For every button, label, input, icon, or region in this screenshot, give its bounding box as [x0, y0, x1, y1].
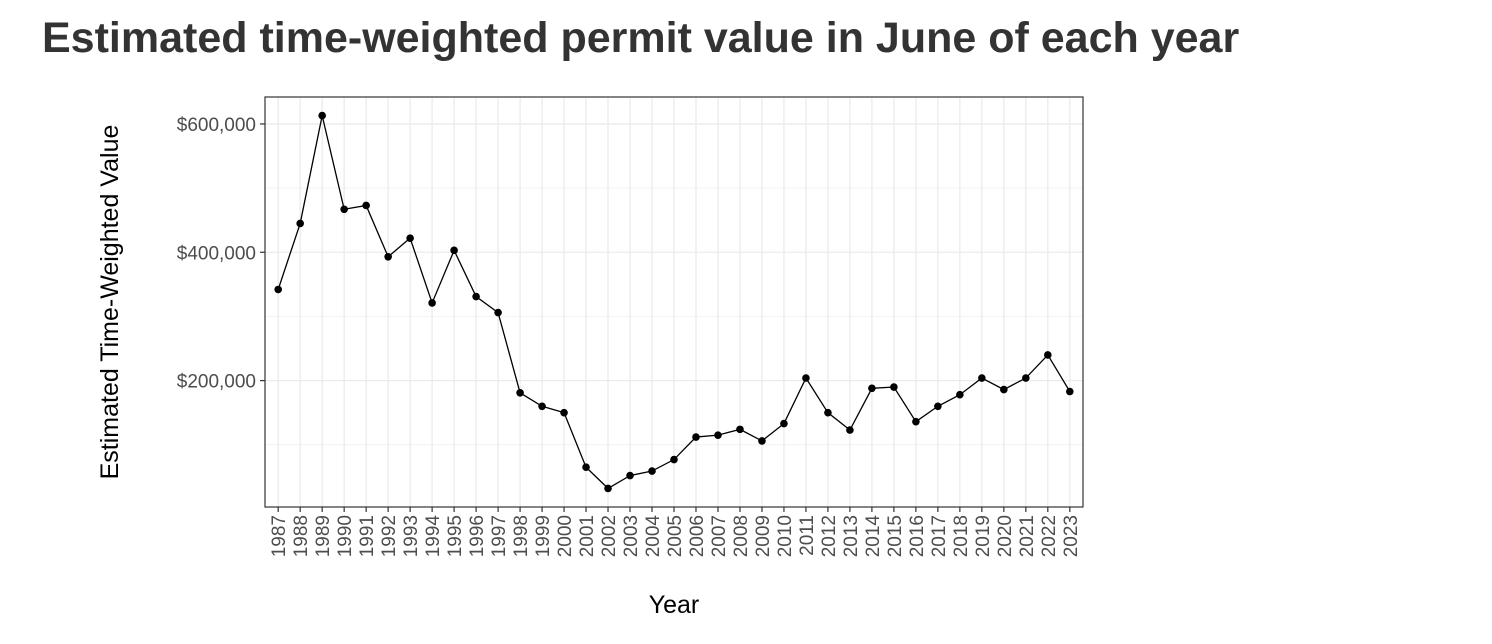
x-tick-label: 1995: [445, 515, 466, 557]
data-point: [758, 437, 766, 445]
x-tick-label: 2018: [951, 515, 972, 557]
x-tick-label: 2015: [885, 515, 906, 557]
data-point: [780, 419, 788, 428]
data-point: [846, 426, 854, 434]
x-tick-label: 2014: [863, 515, 884, 558]
data-point: [1044, 351, 1052, 359]
x-tick-label: 1997: [489, 515, 510, 557]
x-tick-label: 2017: [929, 515, 950, 557]
data-point: [1000, 385, 1008, 394]
data-point: [978, 374, 986, 382]
data-point: [538, 402, 546, 411]
x-tick-label: 2016: [907, 515, 928, 557]
data-point: [406, 234, 414, 242]
data-point: [1022, 374, 1030, 382]
x-tick-label: 2010: [775, 515, 796, 557]
axes: $200,000 $400,000 $600,000 1987 1988 1989 1990…: [177, 115, 1082, 557]
x-tick-label: 2002: [599, 515, 620, 557]
data-point: [1066, 387, 1074, 396]
x-tick-label: 1994: [423, 515, 444, 558]
x-tick-label: 1999: [533, 515, 554, 557]
x-tick-label: 2013: [841, 515, 862, 557]
data-point: [384, 252, 392, 261]
gridlines: [265, 97, 1083, 507]
data-point: [494, 308, 502, 317]
x-tick-label: 1993: [401, 515, 422, 557]
x-tick-label: 2022: [1039, 515, 1060, 557]
data-point: [340, 205, 348, 214]
data-point: [692, 433, 700, 441]
data-points: [274, 111, 1074, 493]
x-tick-label: 2009: [753, 515, 774, 557]
x-tick-label: 2020: [995, 515, 1016, 557]
x-tick-label: 1987: [269, 515, 290, 557]
y-tick-label: $600,000: [177, 115, 256, 136]
data-point: [912, 417, 920, 426]
chart-title: Estimated time-weighted permit value in …: [42, 14, 1240, 62]
x-tick-label: 1992: [379, 515, 400, 557]
data-point: [516, 388, 524, 397]
data-point: [428, 299, 436, 307]
x-tick-label: 2004: [643, 515, 664, 558]
data-point: [670, 455, 678, 464]
y-tick-label: $200,000: [177, 372, 256, 393]
x-tick-label: 2006: [687, 515, 708, 557]
x-tick-label: 2011: [797, 515, 818, 556]
x-tick-label: 1988: [291, 515, 312, 557]
data-point: [560, 408, 568, 417]
y-axis-title: Estimated Time-Weighted Value: [96, 125, 124, 480]
data-point: [802, 374, 810, 382]
data-point: [626, 471, 634, 480]
data-point: [648, 467, 656, 475]
x-axis-title: Year: [649, 591, 700, 619]
data-point: [472, 292, 480, 301]
data-point: [582, 463, 590, 472]
data-point: [450, 246, 458, 255]
x-tick-label: 2023: [1061, 515, 1082, 557]
data-point: [736, 425, 744, 434]
data-point: [296, 219, 304, 228]
data-point: [318, 111, 326, 120]
x-tick-label: 1991: [357, 515, 378, 557]
y-tick-label: $400,000: [177, 243, 256, 264]
x-tick-label: 2005: [665, 515, 686, 557]
x-tick-label: 2000: [555, 515, 576, 557]
data-point: [956, 390, 964, 399]
data-point: [868, 384, 876, 393]
x-tick-label: 2019: [973, 515, 994, 557]
data-point: [824, 408, 832, 417]
x-tick-label: 1998: [511, 515, 532, 557]
data-point: [714, 431, 722, 439]
data-point: [890, 383, 898, 391]
data-point: [362, 201, 370, 210]
data-point: [934, 402, 942, 411]
x-tick-label: 2012: [819, 515, 840, 557]
x-tick-label: 1989: [313, 515, 334, 557]
data-point: [274, 285, 282, 294]
x-tick-label: 2021: [1017, 515, 1038, 557]
data-point: [604, 484, 612, 493]
x-tick-label: 2008: [731, 515, 752, 557]
x-tick-label: 1996: [467, 515, 488, 557]
x-tick-label: 2007: [709, 515, 730, 557]
x-tick-label: 1990: [335, 515, 356, 557]
x-tick-label: 2003: [621, 515, 642, 557]
x-tick-label: 2001: [577, 515, 598, 557]
